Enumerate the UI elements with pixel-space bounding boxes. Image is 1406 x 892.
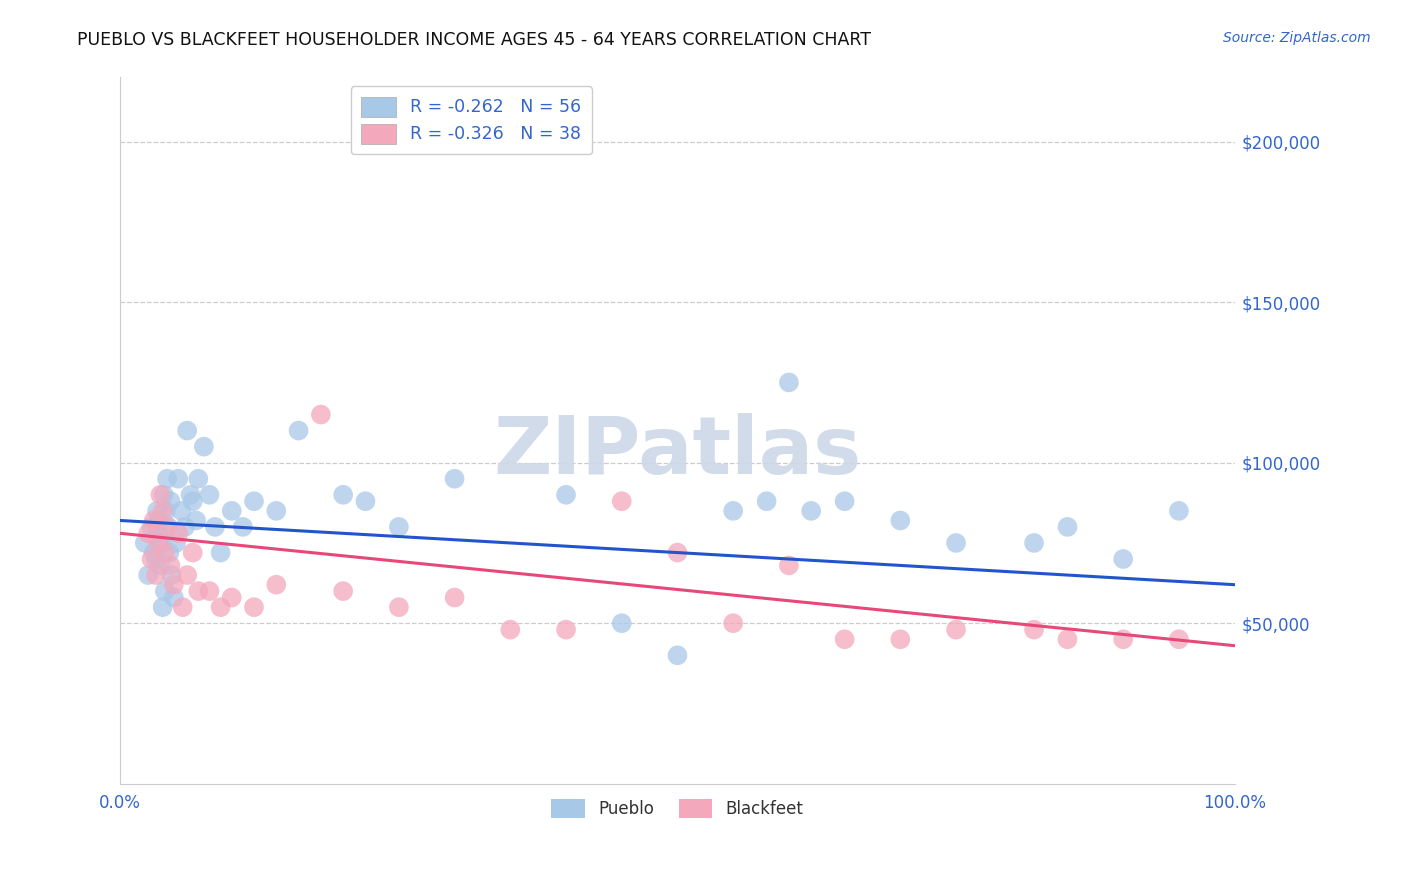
Point — [834, 632, 856, 647]
Point — [159, 494, 181, 508]
Legend: Pueblo, Blackfeet: Pueblo, Blackfeet — [544, 792, 810, 825]
Point — [167, 526, 190, 541]
Point — [1022, 536, 1045, 550]
Point — [499, 623, 522, 637]
Point — [778, 558, 800, 573]
Point — [163, 577, 186, 591]
Text: ZIPatlas: ZIPatlas — [494, 413, 862, 491]
Point — [332, 584, 354, 599]
Point — [443, 472, 465, 486]
Point — [332, 488, 354, 502]
Point — [156, 520, 179, 534]
Point — [800, 504, 823, 518]
Point — [1112, 632, 1135, 647]
Point — [174, 520, 197, 534]
Point — [149, 558, 172, 573]
Point — [834, 494, 856, 508]
Point — [209, 600, 232, 615]
Point — [1112, 552, 1135, 566]
Point — [1056, 632, 1078, 647]
Text: Source: ZipAtlas.com: Source: ZipAtlas.com — [1223, 31, 1371, 45]
Point — [555, 488, 578, 502]
Point — [134, 536, 156, 550]
Point — [778, 376, 800, 390]
Point — [136, 526, 159, 541]
Point — [232, 520, 254, 534]
Point — [152, 600, 174, 615]
Point — [221, 504, 243, 518]
Point — [148, 526, 170, 541]
Point — [755, 494, 778, 508]
Point — [354, 494, 377, 508]
Point — [889, 632, 911, 647]
Point — [155, 504, 177, 518]
Point — [184, 513, 207, 527]
Point — [142, 513, 165, 527]
Point — [198, 584, 221, 599]
Point — [148, 513, 170, 527]
Point — [388, 600, 411, 615]
Point — [1022, 623, 1045, 637]
Point — [666, 648, 689, 663]
Point — [165, 536, 187, 550]
Point — [666, 545, 689, 559]
Point — [610, 616, 633, 631]
Point — [1056, 520, 1078, 534]
Point — [153, 584, 176, 599]
Text: PUEBLO VS BLACKFEET HOUSEHOLDER INCOME AGES 45 - 64 YEARS CORRELATION CHART: PUEBLO VS BLACKFEET HOUSEHOLDER INCOME A… — [77, 31, 872, 49]
Point — [157, 545, 180, 559]
Point — [150, 536, 173, 550]
Point — [170, 504, 193, 518]
Point — [243, 494, 266, 508]
Point — [179, 488, 201, 502]
Point — [176, 424, 198, 438]
Point — [209, 545, 232, 559]
Point — [610, 494, 633, 508]
Point — [156, 472, 179, 486]
Point — [221, 591, 243, 605]
Point — [266, 504, 288, 518]
Point — [243, 600, 266, 615]
Point — [555, 623, 578, 637]
Point — [193, 440, 215, 454]
Point — [1167, 632, 1189, 647]
Point — [388, 520, 411, 534]
Point — [187, 472, 209, 486]
Point — [1167, 504, 1189, 518]
Point — [159, 558, 181, 573]
Point — [443, 591, 465, 605]
Point — [160, 568, 183, 582]
Point — [141, 520, 163, 534]
Point — [163, 591, 186, 605]
Point — [141, 552, 163, 566]
Point — [152, 488, 174, 502]
Point — [157, 520, 180, 534]
Point — [266, 577, 288, 591]
Point — [152, 504, 174, 518]
Point — [167, 472, 190, 486]
Point — [149, 488, 172, 502]
Point — [136, 568, 159, 582]
Point — [945, 536, 967, 550]
Point — [145, 552, 167, 566]
Point — [146, 504, 169, 518]
Point — [287, 424, 309, 438]
Point — [181, 494, 204, 508]
Point — [181, 545, 204, 559]
Point — [309, 408, 332, 422]
Point — [198, 488, 221, 502]
Point — [176, 568, 198, 582]
Point — [172, 600, 194, 615]
Point — [204, 520, 226, 534]
Point — [187, 584, 209, 599]
Point — [153, 545, 176, 559]
Point — [721, 504, 744, 518]
Point — [945, 623, 967, 637]
Point — [889, 513, 911, 527]
Point — [145, 568, 167, 582]
Point — [721, 616, 744, 631]
Point — [142, 545, 165, 559]
Point — [148, 536, 170, 550]
